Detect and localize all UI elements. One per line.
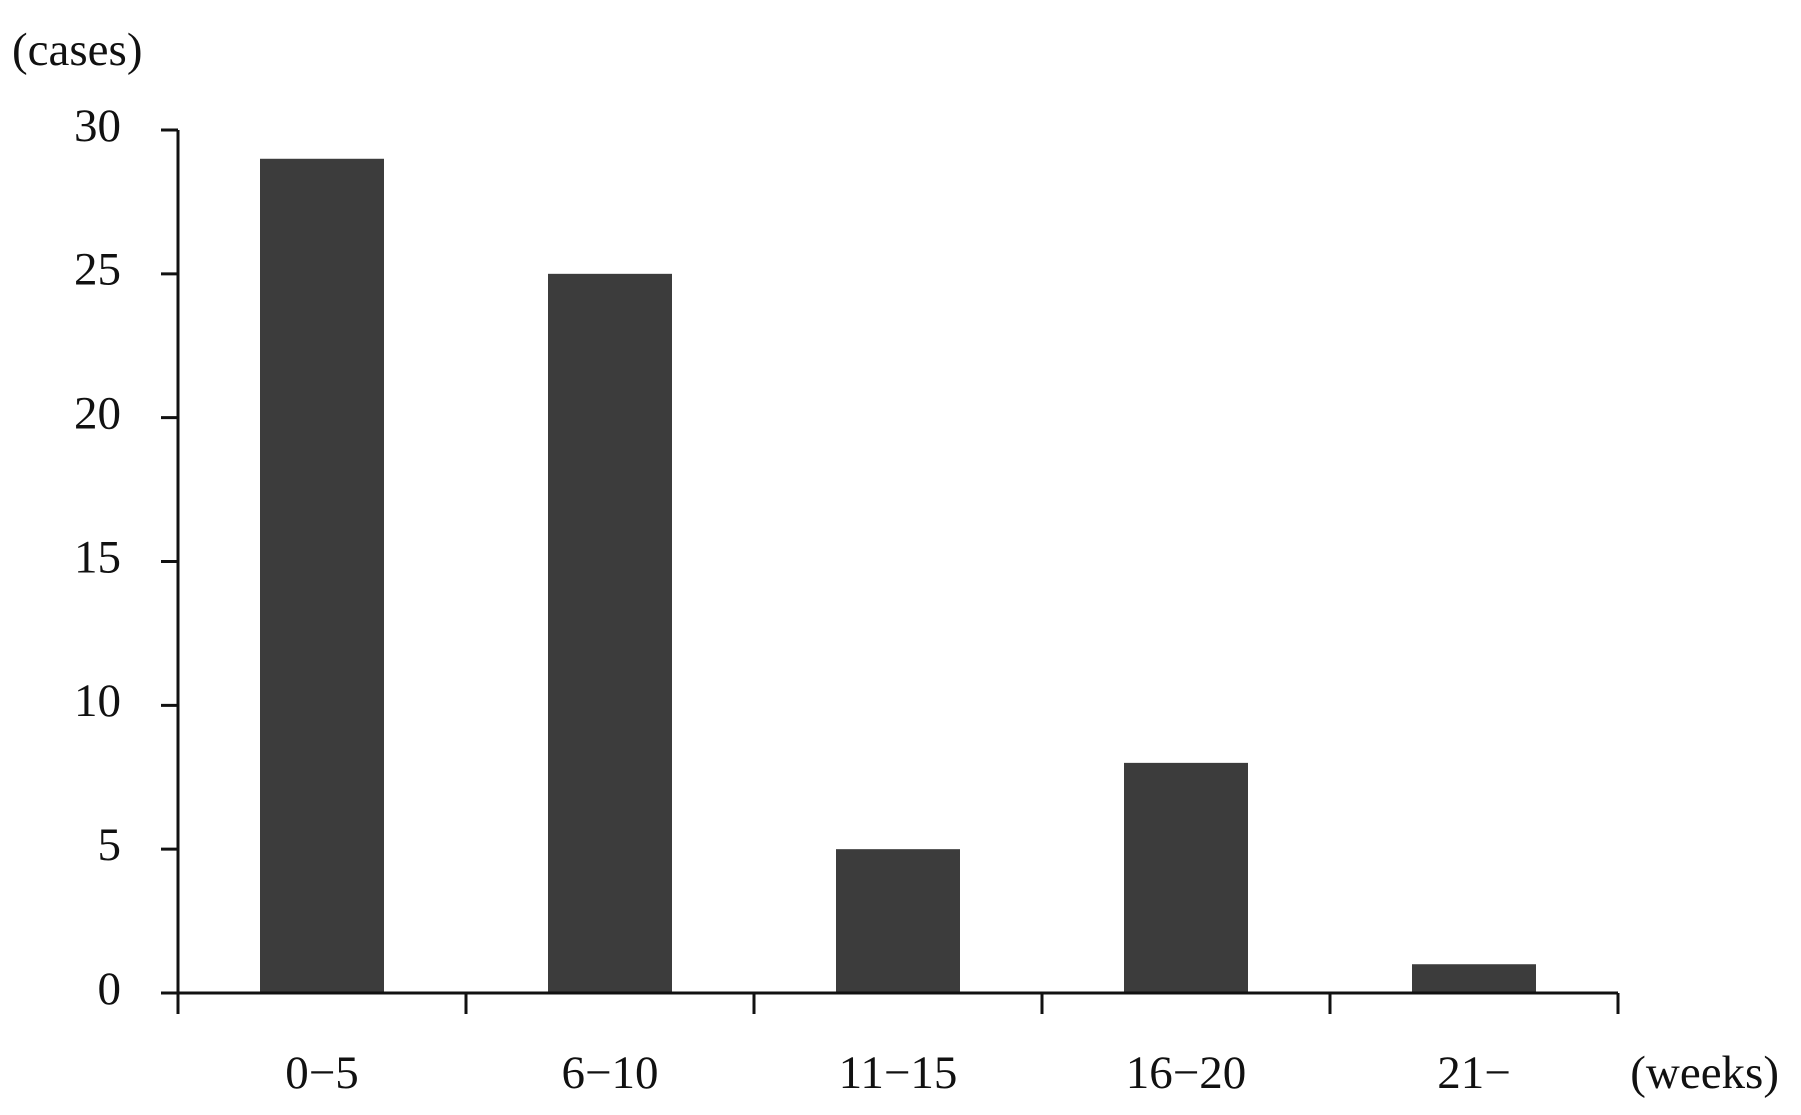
y-tick-label: 15 bbox=[74, 531, 121, 583]
y-tick-label: 20 bbox=[74, 387, 121, 439]
y-tick-label: 30 bbox=[74, 100, 121, 152]
x-tick-label: 11−15 bbox=[839, 1047, 958, 1099]
x-tick-label: 6−10 bbox=[561, 1047, 658, 1099]
x-axis-label: (weeks) bbox=[1630, 1047, 1779, 1099]
x-tick-label: 21− bbox=[1437, 1047, 1511, 1099]
y-axis-label: (cases) bbox=[12, 24, 142, 76]
y-tick-label: 10 bbox=[74, 675, 121, 727]
y-tick-label: 5 bbox=[98, 819, 122, 871]
bar bbox=[836, 849, 960, 993]
x-tick-label: 0−5 bbox=[285, 1047, 359, 1099]
bar bbox=[1412, 964, 1536, 993]
bar bbox=[1124, 762, 1248, 993]
y-tick-label: 25 bbox=[74, 244, 121, 296]
x-tick-label: 16−20 bbox=[1126, 1047, 1247, 1099]
bar bbox=[260, 158, 384, 993]
y-tick-label: 0 bbox=[98, 963, 122, 1015]
bar bbox=[548, 273, 672, 993]
